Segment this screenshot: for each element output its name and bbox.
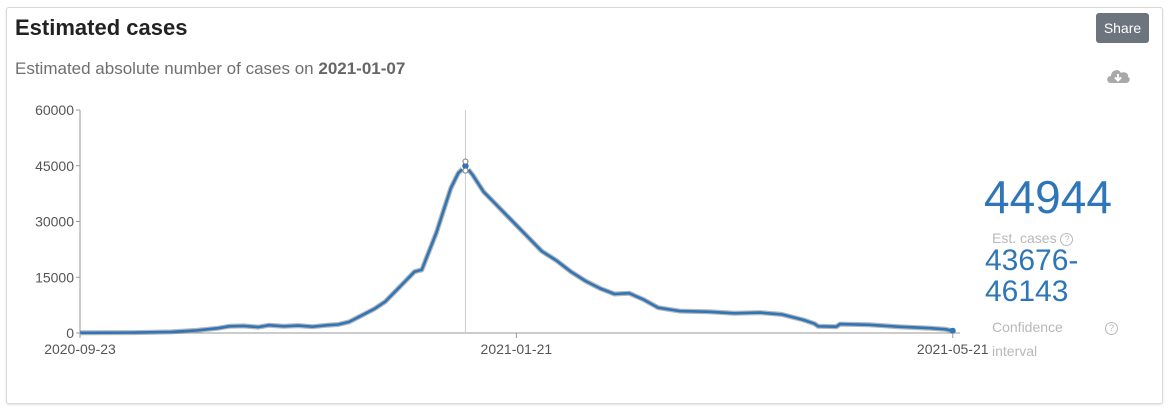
x-tick-label: 2021-05-21 [917, 341, 989, 357]
y-tick-label: 30000 [35, 214, 74, 230]
subtitle-date: 2021-01-07 [318, 59, 406, 78]
series-end-point [949, 327, 956, 334]
help-icon[interactable]: ? [1105, 321, 1118, 335]
ci-label: Confidence [992, 319, 1063, 335]
help-icon[interactable]: ? [1060, 232, 1074, 246]
x-tick-label: 2020-09-23 [44, 341, 116, 357]
estimated-cases-card [6, 7, 1163, 404]
subtitle-prefix: Estimated absolute number of cases on [15, 59, 314, 78]
y-tick-label: 45000 [35, 158, 74, 174]
series-line [79, 164, 953, 335]
ci-label-2: interval [992, 343, 1038, 359]
card-subtitle: Estimated absolute number of cases on 20… [15, 59, 405, 79]
ci-low-point [462, 167, 469, 174]
cloud-download-icon[interactable] [1104, 64, 1132, 88]
y-tick-label: 0 [66, 325, 74, 341]
share-button[interactable]: Share [1096, 13, 1149, 43]
estimate-label: Est. cases ? [992, 230, 1074, 246]
y-tick-label: 15000 [35, 269, 74, 285]
ci-high: 46143 [985, 275, 1069, 308]
confidence-interval-value: 43676- 46143 [985, 245, 1105, 307]
estimate-value: 44944 [984, 171, 1112, 223]
ci-high-point [462, 158, 469, 165]
confidence-band [79, 163, 954, 336]
card-title: Estimated cases [15, 15, 188, 40]
y-tick-label: 60000 [35, 102, 74, 118]
x-tick-label: 2021-01-21 [481, 341, 553, 357]
ci-low: 43676- [985, 244, 1079, 277]
